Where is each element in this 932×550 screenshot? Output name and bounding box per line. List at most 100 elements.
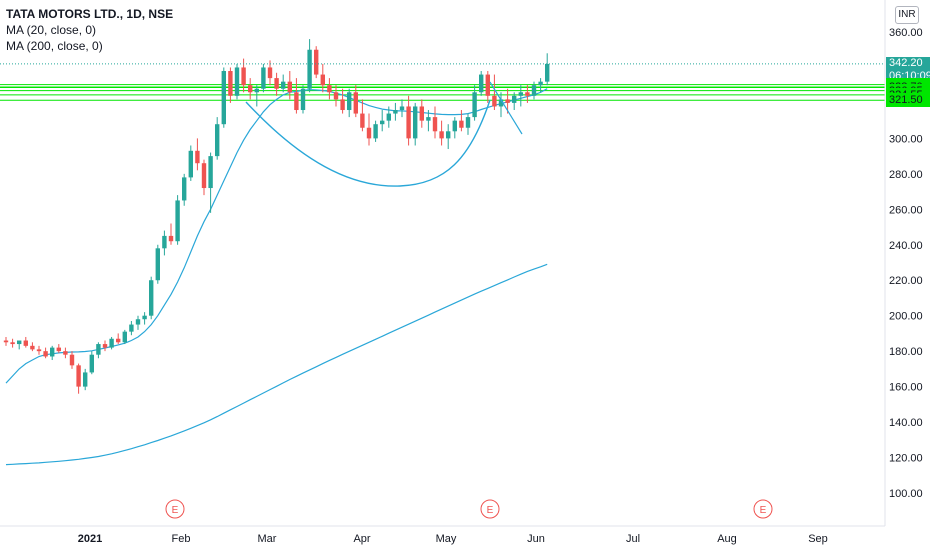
candle: [182, 173, 187, 206]
chart-legend: TATA MOTORS LTD., 1D, NSE MA (20, close,…: [6, 6, 173, 54]
candle: [149, 276, 154, 320]
candle: [50, 345, 55, 361]
time-tick-label: Aug: [717, 533, 737, 545]
candle: [267, 60, 273, 86]
candle: [63, 347, 68, 359]
candle-body: [512, 95, 517, 103]
price-tick-label: 180.00: [889, 346, 923, 358]
candle-body: [274, 78, 279, 89]
candle-body: [234, 67, 240, 96]
candle: [76, 363, 81, 394]
candle: [122, 329, 127, 345]
candle: [83, 368, 88, 391]
candle: [109, 336, 114, 350]
earnings-label: E: [760, 505, 767, 516]
price-tick-label: 260.00: [889, 204, 923, 216]
candlesticks: [3, 39, 550, 394]
candle: [228, 67, 233, 103]
candle-body: [320, 74, 325, 86]
candle-body: [525, 92, 530, 96]
candle: [465, 113, 471, 135]
price-axis[interactable]: 100.00 120.00 140.00 160.00 180.00 200.00 220.…: [889, 27, 923, 500]
candle: [281, 74, 286, 93]
candle-body: [353, 92, 358, 114]
candle: [439, 120, 444, 146]
candle: [505, 88, 510, 114]
candle: [23, 336, 28, 348]
candle-body: [116, 338, 121, 343]
time-tick-label: Mar: [258, 533, 277, 545]
candle: [419, 99, 424, 128]
candle-body: [195, 150, 200, 164]
candle: [129, 321, 134, 336]
price-tick-label: 100.00: [889, 488, 923, 500]
candle: [43, 347, 48, 359]
time-tick-label: Feb: [172, 533, 191, 545]
candle-body: [241, 67, 246, 86]
candle: [162, 230, 167, 256]
time-tick-label: May: [436, 533, 457, 545]
candle-body: [366, 127, 372, 139]
candle-body: [109, 338, 114, 348]
candle-body: [43, 351, 48, 357]
candle-body: [30, 345, 35, 350]
candle: [89, 351, 94, 375]
candle-body: [386, 113, 391, 121]
candle: [168, 223, 174, 245]
price-tick-label: 300.00: [889, 133, 923, 145]
time-axis[interactable]: 2021 Feb Mar Apr May Jun Jul Aug Sep: [78, 533, 828, 545]
pattern-annotations: [245, 81, 523, 187]
price-tick-label: 220.00: [889, 275, 923, 287]
candle-body: [201, 163, 207, 189]
candle: [432, 106, 438, 139]
earnings-marker[interactable]: E: [753, 499, 773, 519]
candle-body: [531, 85, 537, 96]
candle: [195, 138, 200, 171]
earnings-marker[interactable]: E: [480, 499, 500, 519]
candle: [399, 99, 405, 118]
price-tick-label: 140.00: [889, 417, 923, 429]
candle-body: [459, 120, 464, 128]
earnings-label: E: [172, 505, 179, 516]
candle-body: [380, 120, 385, 125]
ma200-legend[interactable]: MA (200, close, 0): [6, 39, 103, 53]
price-tick-label: 360.00: [889, 27, 923, 39]
candle-body: [406, 106, 411, 139]
candle: [188, 145, 193, 181]
time-tick-label: Apr: [353, 533, 370, 545]
candle-body: [281, 81, 286, 89]
cup-curve: [245, 99, 491, 187]
candle: [373, 120, 378, 142]
candle-body: [545, 63, 550, 82]
candle: [531, 81, 537, 100]
candle: [234, 63, 240, 100]
earnings-circle: [165, 499, 185, 519]
earnings-marker[interactable]: E: [165, 499, 185, 519]
candle-body: [419, 106, 424, 121]
candle-body: [294, 92, 299, 111]
candle: [142, 312, 147, 325]
candle: [300, 85, 306, 114]
candle: [479, 71, 484, 96]
candle-body: [36, 349, 42, 352]
candle-body: [413, 106, 418, 139]
candle-body: [432, 117, 438, 132]
currency-button[interactable]: INR: [895, 6, 919, 24]
candle-body: [83, 372, 88, 387]
symbol-title[interactable]: TATA MOTORS LTD., 1D, NSE: [6, 7, 174, 21]
candle-body: [3, 340, 9, 343]
handle-line: [489, 81, 523, 135]
candle-body: [89, 354, 94, 373]
candle: [201, 159, 207, 196]
candle: [116, 333, 121, 345]
candle: [386, 106, 391, 128]
candle: [545, 53, 550, 86]
price-tick-label: 200.00: [889, 311, 923, 323]
candle-body: [215, 124, 220, 157]
candle: [512, 92, 517, 111]
ma20-legend[interactable]: MA (20, close, 0): [6, 23, 97, 37]
candle: [518, 85, 523, 107]
candle: [3, 336, 9, 346]
candle: [380, 110, 385, 132]
